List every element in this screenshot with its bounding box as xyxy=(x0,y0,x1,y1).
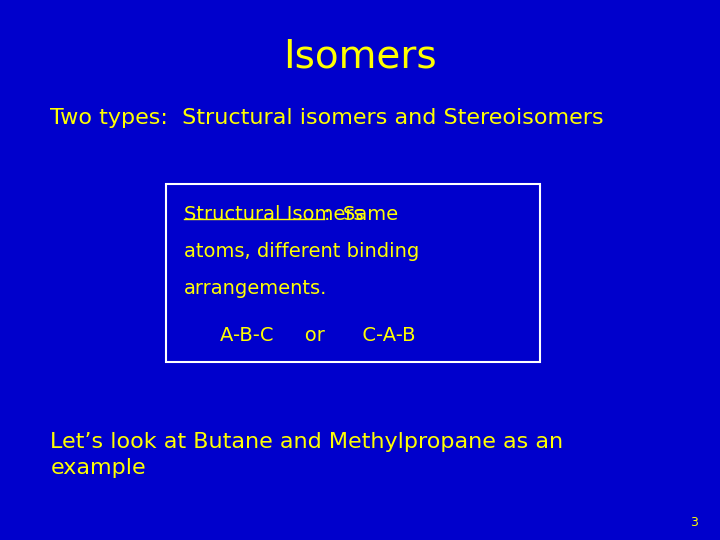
Text: Isomers: Isomers xyxy=(283,38,437,76)
FancyBboxPatch shape xyxy=(166,184,540,362)
Text: Two types:  Structural isomers and Stereoisomers: Two types: Structural isomers and Stereo… xyxy=(50,108,604,128)
Text: A-B-C     or      C-A-B: A-B-C or C-A-B xyxy=(220,326,415,346)
Text: Let’s look at Butane and Methylpropane as an
example: Let’s look at Butane and Methylpropane a… xyxy=(50,432,564,478)
Text: 3: 3 xyxy=(690,516,698,529)
Text: :  Same: : Same xyxy=(324,205,398,224)
Text: arrangements.: arrangements. xyxy=(184,279,327,298)
Text: Structural Isomers: Structural Isomers xyxy=(184,205,363,224)
Text: atoms, different binding: atoms, different binding xyxy=(184,242,419,261)
